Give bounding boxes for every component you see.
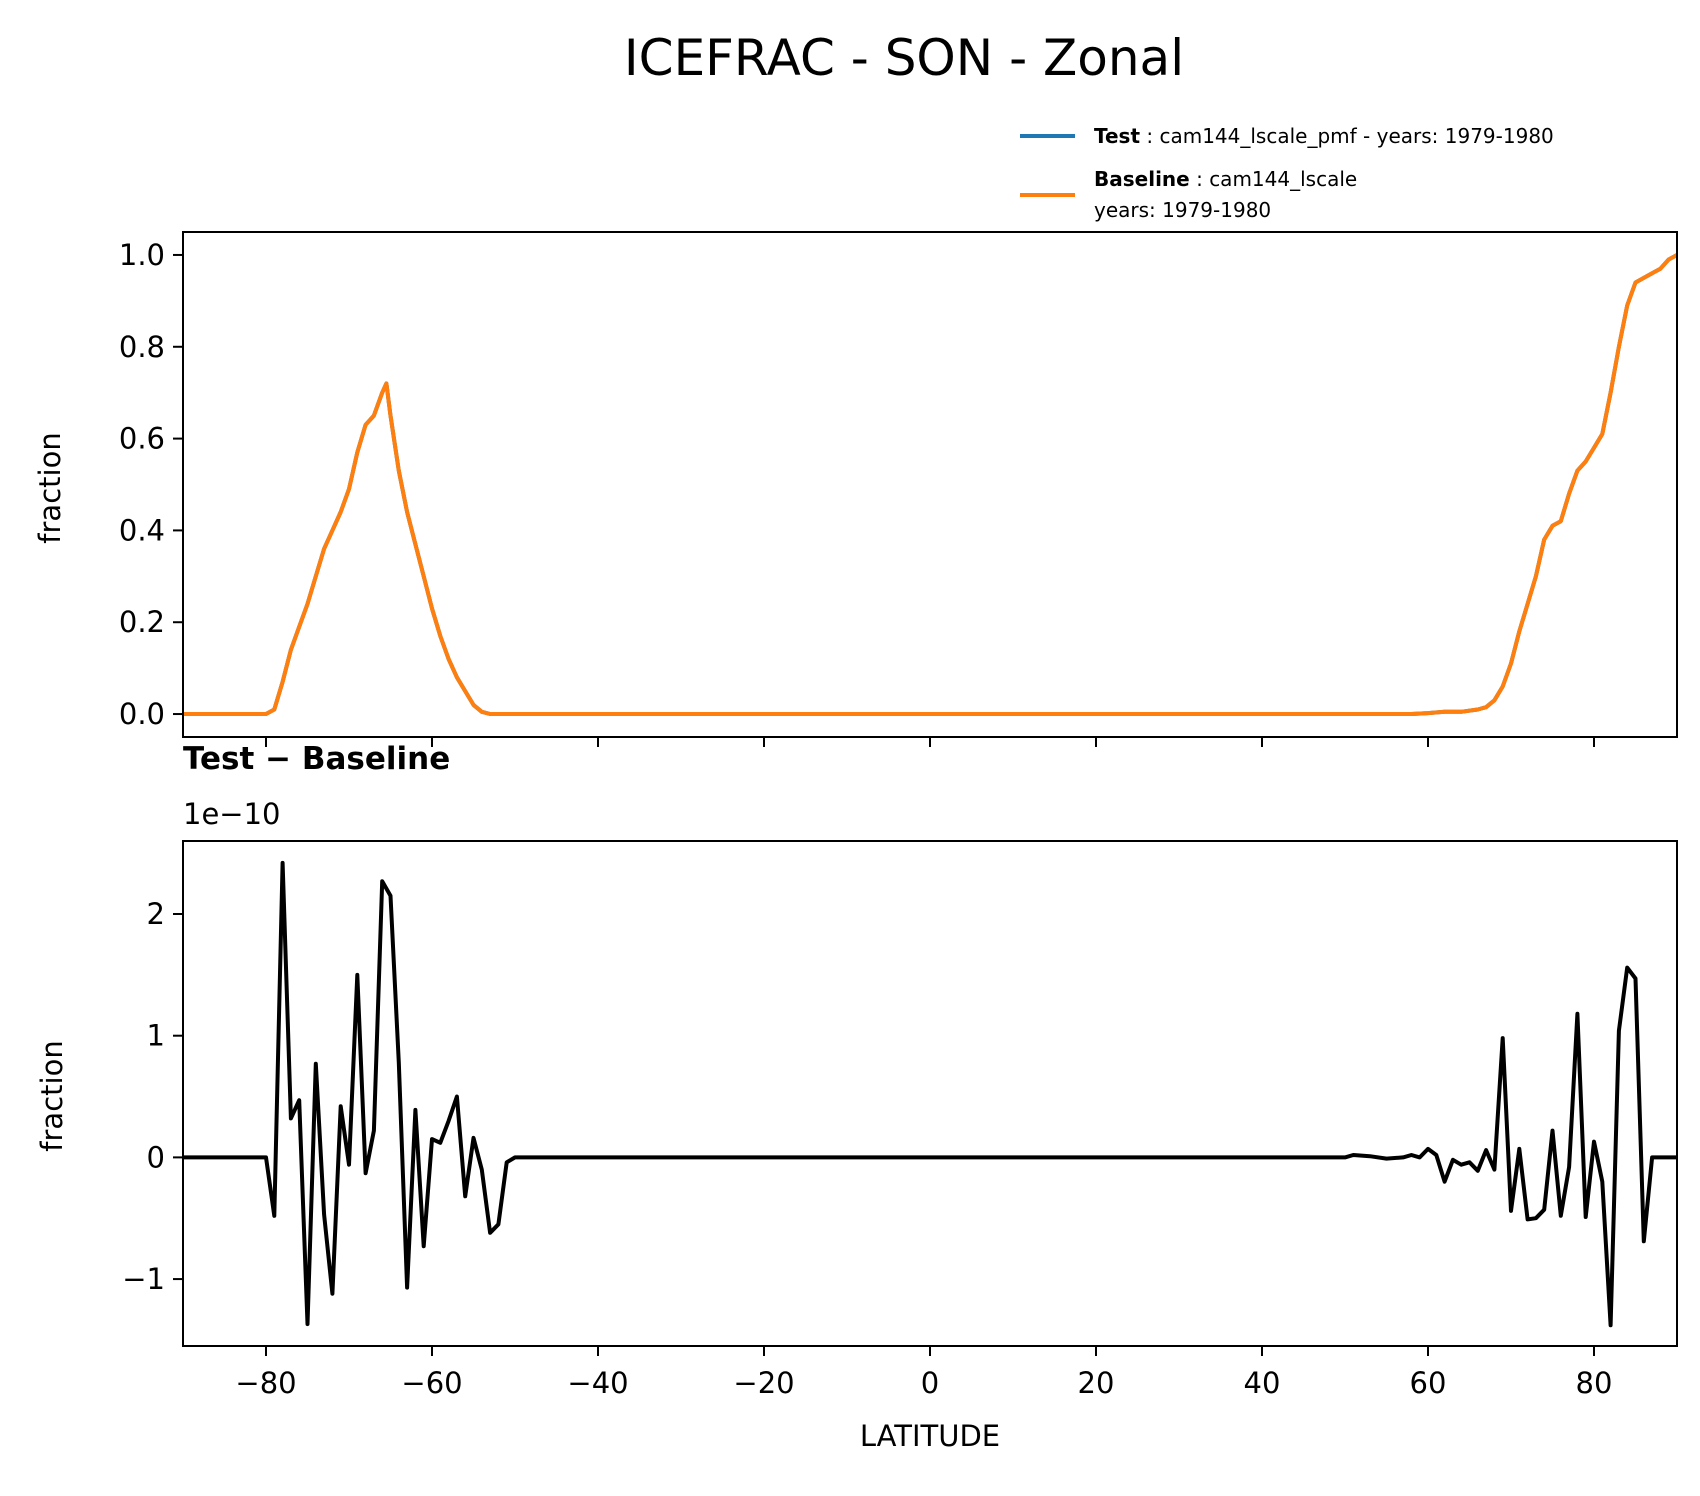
bottom-ylabel: fraction	[35, 1040, 69, 1151]
legend-test-label: Test	[1094, 124, 1140, 148]
top-series-line-baseline	[183, 253, 1678, 716]
top-ticks: 0.0 0.2 0.4 0.6 0.8 1.0	[119, 238, 1595, 747]
top-series	[183, 253, 1678, 716]
top-axes: 0.0 0.2 0.4 0.6 0.8 1.0 fraction	[33, 231, 1678, 747]
bottom-series-line-test-baseline	[183, 860, 1677, 1328]
bottom-xtick-label: −20	[733, 1366, 794, 1400]
legend-baseline-label: Baseline	[1094, 167, 1190, 191]
bottom-axes: Test − Baseline 1e−10 −1 0 1 2 −80 −60 −40 −20 0…	[35, 741, 1678, 1453]
legend-test-sep: :	[1140, 124, 1159, 148]
top-ytick-label: 0.0	[119, 697, 165, 731]
legend-test-desc: cam144_lscale_pmf - years: 1979-1980	[1159, 124, 1553, 148]
top-ylabel: fraction	[33, 432, 67, 543]
bottom-ytick-label: 2	[147, 897, 165, 931]
legend-baseline-desc: cam144_lscale	[1209, 167, 1357, 191]
top-ytick-label: 0.2	[119, 605, 165, 639]
bottom-ytick-label: 1	[147, 1019, 165, 1053]
bottom-xtick-label: −60	[401, 1366, 462, 1400]
top-ytick-label: 0.8	[119, 330, 165, 364]
bottom-xtick-label: −40	[567, 1366, 628, 1400]
bottom-offset-label: 1e−10	[183, 797, 281, 831]
bottom-xtick-label: −80	[235, 1366, 296, 1400]
top-axes-frame	[182, 231, 1678, 738]
bottom-series	[183, 860, 1677, 1328]
top-ytick-label: 0.6	[119, 422, 165, 456]
bottom-xlabel: LATITUDE	[860, 1419, 1000, 1453]
legend-baseline-desc2: years: 1979-1980	[1094, 198, 1271, 222]
bottom-xtick-label: 60	[1410, 1366, 1447, 1400]
bottom-axes-frame	[182, 840, 1678, 1347]
legend-test-text: Test : cam144_lscale_pmf - years: 1979-1…	[1094, 124, 1554, 148]
legend-baseline-sep: :	[1190, 167, 1209, 191]
legend-baseline-text: Baseline : cam144_lscale	[1094, 167, 1357, 191]
chart-title: ICEFRAC - SON - Zonal	[624, 29, 1184, 87]
bottom-xtick-label: 40	[1244, 1366, 1281, 1400]
bottom-ytick-label: −1	[122, 1262, 165, 1296]
bottom-ticks: −1 0 1 2 −80 −60 −40 −20 0 20 40 60 80	[122, 897, 1612, 1400]
bottom-ytick-label: 0	[147, 1140, 165, 1174]
bottom-xtick-label: 80	[1576, 1366, 1613, 1400]
bottom-title: Test − Baseline	[183, 741, 450, 777]
top-ytick-label: 1.0	[119, 238, 165, 272]
top-ytick-label: 0.4	[119, 513, 165, 547]
legend: Test : cam144_lscale_pmf - years: 1979-1…	[1020, 124, 1554, 222]
bottom-xtick-label: 0	[921, 1366, 939, 1400]
bottom-xtick-label: 20	[1078, 1366, 1115, 1400]
